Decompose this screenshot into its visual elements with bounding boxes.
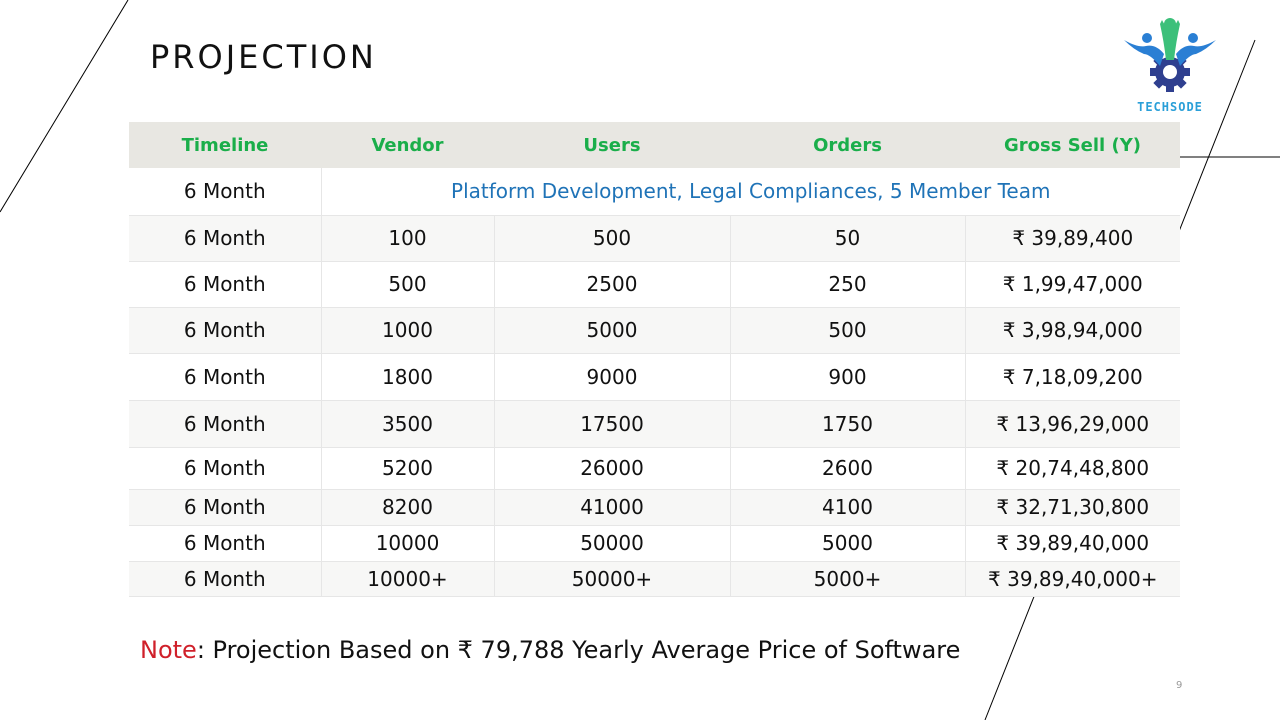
cell-platform-development: Platform Development, Legal Compliances,… [321, 168, 1180, 216]
table-row: 6 Month 10000 50000 5000 ₹ 39,89,40,000 [129, 525, 1180, 562]
cell-orders: 900 [730, 353, 966, 401]
table-row: 6 Month 500 2500 250 ₹ 1,99,47,000 [129, 261, 1180, 308]
table-row: 6 Month 100 500 50 ₹ 39,89,400 [129, 215, 1180, 262]
cell-timeline: 6 Month [129, 525, 322, 562]
cell-orders: 2600 [730, 447, 966, 490]
cell-users: 26000 [494, 447, 731, 490]
cell-vendor: 10000 [321, 525, 495, 562]
header-orders: Orders [813, 134, 882, 156]
header-users: Users [583, 134, 641, 156]
cell-timeline: 6 Month [129, 215, 322, 262]
table-row: 6 Month 1000 5000 500 ₹ 3,98,94,000 [129, 307, 1180, 354]
table-header-row: Timeline Vendor Users Orders Gross Sell … [129, 122, 1180, 168]
header-vendor: Vendor [371, 134, 444, 156]
header-gross-sell: Gross Sell (Y) [1004, 134, 1141, 156]
cell-gross-sell: ₹ 39,89,400 [965, 215, 1180, 262]
cell-orders: 5000+ [730, 561, 966, 597]
cell-gross-sell: ₹ 7,18,09,200 [965, 353, 1180, 401]
cell-gross-sell: ₹ 20,74,48,800 [965, 447, 1180, 490]
cell-timeline: 6 Month [129, 400, 322, 448]
cell-vendor: 1800 [321, 353, 495, 401]
note-text: : Projection Based on ₹ 79,788 Yearly Av… [196, 636, 961, 664]
table-row-span: 6 Month Platform Development, Legal Comp… [129, 168, 1180, 216]
table-row: 6 Month 5200 26000 2600 ₹ 20,74,48,800 [129, 447, 1180, 490]
cell-orders: 500 [730, 307, 966, 354]
cell-gross-sell: ₹ 13,96,29,000 [965, 400, 1180, 448]
cell-vendor: 10000+ [321, 561, 495, 597]
logo-mark-icon [1124, 18, 1216, 92]
cell-gross-sell: ₹ 3,98,94,000 [965, 307, 1180, 354]
table-row: 6 Month 3500 17500 1750 ₹ 13,96,29,000 [129, 400, 1180, 448]
cell-vendor: 500 [321, 261, 495, 308]
cell-users: 9000 [494, 353, 731, 401]
techsode-logo: TECHSODE [1120, 14, 1220, 118]
cell-timeline: 6 Month [129, 168, 322, 216]
cell-gross-sell: ₹ 1,99,47,000 [965, 261, 1180, 308]
cell-users: 50000 [494, 525, 731, 562]
page-number: 9 [1176, 680, 1183, 691]
cell-orders: 5000 [730, 525, 966, 562]
table-row: 6 Month 1800 9000 900 ₹ 7,18,09,200 [129, 353, 1180, 401]
cell-timeline: 6 Month [129, 261, 322, 308]
cell-gross-sell: ₹ 39,89,40,000 [965, 525, 1180, 562]
cell-vendor: 1000 [321, 307, 495, 354]
footnote: Note: Projection Based on ₹ 79,788 Yearl… [140, 636, 960, 664]
note-label: Note [140, 636, 197, 664]
cell-vendor: 100 [321, 215, 495, 262]
cell-timeline: 6 Month [129, 561, 322, 597]
cell-timeline: 6 Month [129, 447, 322, 490]
cell-vendor: 8200 [321, 489, 495, 526]
cell-orders: 250 [730, 261, 966, 308]
cell-vendor: 5200 [321, 447, 495, 490]
cell-users: 50000+ [494, 561, 731, 597]
cell-orders: 1750 [730, 400, 966, 448]
logo-text: TECHSODE [1137, 100, 1203, 114]
cell-users: 17500 [494, 400, 731, 448]
decor-line-left [0, 0, 129, 213]
cell-orders: 4100 [730, 489, 966, 526]
cell-orders: 50 [730, 215, 966, 262]
cell-users: 2500 [494, 261, 731, 308]
cell-users: 5000 [494, 307, 731, 354]
cell-timeline: 6 Month [129, 353, 322, 401]
table-row: 6 Month 8200 41000 4100 ₹ 32,71,30,800 [129, 489, 1180, 526]
header-timeline: Timeline [181, 134, 269, 156]
page-title: PROJECTION [150, 38, 377, 76]
cell-timeline: 6 Month [129, 307, 322, 354]
cell-users: 500 [494, 215, 731, 262]
cell-vendor: 3500 [321, 400, 495, 448]
cell-users: 41000 [494, 489, 731, 526]
projection-table: Timeline Vendor Users Orders Gross Sell … [129, 122, 1180, 597]
cell-timeline: 6 Month [129, 489, 322, 526]
cell-gross-sell: ₹ 32,71,30,800 [965, 489, 1180, 526]
table-row: 6 Month 10000+ 50000+ 5000+ ₹ 39,89,40,0… [129, 561, 1180, 597]
cell-gross-sell: ₹ 39,89,40,000+ [965, 561, 1180, 597]
